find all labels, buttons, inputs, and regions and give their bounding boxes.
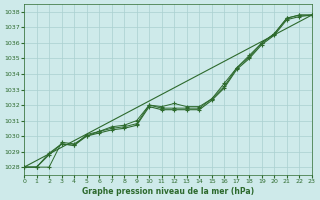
X-axis label: Graphe pression niveau de la mer (hPa): Graphe pression niveau de la mer (hPa)	[82, 187, 254, 196]
